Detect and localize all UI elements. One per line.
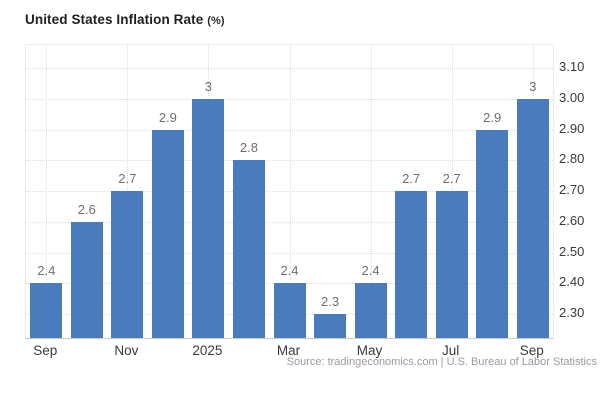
x-axis-tick-label: Sep <box>33 343 58 358</box>
bar-value-label: 2.3 <box>320 294 340 310</box>
y-axis-tick-label: 2.80 <box>559 151 585 167</box>
y-axis-tick-label: 2.50 <box>559 243 585 259</box>
bar-value-label: 2.8 <box>239 140 258 156</box>
bar <box>232 160 265 338</box>
bar <box>111 191 144 338</box>
x-axis-tick-label: May <box>356 343 383 358</box>
bar-value-label: 2.4 <box>361 263 380 279</box>
vertical-gridline <box>46 45 48 338</box>
bar-value-label: 2.7 <box>402 171 421 187</box>
bar-value-label: 2.6 <box>77 201 96 217</box>
x-axis-tick-label: Mar <box>276 343 301 358</box>
bar-value-label: 3 <box>204 79 213 95</box>
bar-value-label: 2.7 <box>118 171 137 187</box>
source-attribution: Source: tradingeconomics.com | U.S. Bure… <box>286 356 597 368</box>
bar-value-label: 2.4 <box>280 263 299 279</box>
bar <box>192 99 225 338</box>
chart-title-unit-text: (%) <box>207 15 225 27</box>
bar <box>273 283 306 338</box>
x-axis-tick-label: Sep <box>519 343 544 358</box>
bar <box>151 129 184 338</box>
chart-title-text: United States Inflation Rate <box>25 12 204 27</box>
bar-value-label: 2.4 <box>37 263 56 279</box>
bar-value-label: 2.7 <box>442 171 461 187</box>
x-axis-tick-label: 2025 <box>192 343 223 358</box>
y-axis-tick-label: 2.70 <box>559 182 585 198</box>
vertical-gridline <box>289 45 291 338</box>
bar-value-label: 2.9 <box>483 109 502 125</box>
bar <box>70 221 103 338</box>
bar <box>476 129 509 338</box>
x-axis-tick-label: Nov <box>114 343 139 358</box>
y-axis-tick-label: 2.60 <box>559 212 585 228</box>
y-axis-tick-label: 2.30 <box>559 305 585 321</box>
bar <box>314 314 347 338</box>
bar <box>516 99 549 338</box>
bar <box>395 191 428 338</box>
chart-title: United States Inflation Rate (%) <box>25 12 225 27</box>
bar <box>435 191 468 338</box>
y-axis-tick-label: 2.90 <box>559 120 585 136</box>
y-axis-tick-label: 3.00 <box>559 90 585 106</box>
plot-area: 2.4 2.6 2.7 2.9 3 2.8 2.4 2.3 2.4 2.7 2.7 2.9 3 <box>25 44 554 339</box>
y-axis-tick-label: 3.10 <box>559 59 585 75</box>
vertical-gridline <box>370 45 372 338</box>
x-axis-tick-label: Jul <box>442 343 460 358</box>
bar-value-label: 2.9 <box>158 109 177 125</box>
bar <box>354 283 387 338</box>
bar-value-label: 3 <box>529 79 537 95</box>
bar <box>30 283 63 338</box>
y-axis-tick-label: 2.40 <box>559 274 585 290</box>
